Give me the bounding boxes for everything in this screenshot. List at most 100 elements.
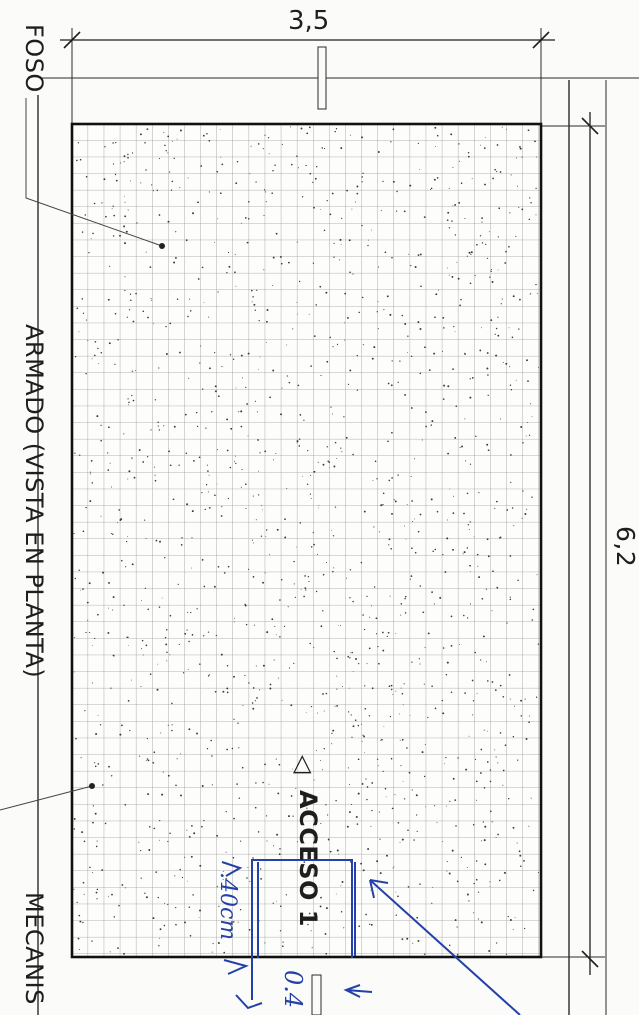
speckle [76, 159, 78, 162]
speckle [248, 201, 250, 203]
speckle [186, 880, 188, 882]
speckle [180, 753, 181, 755]
speckle [290, 704, 293, 707]
speckle [78, 948, 80, 951]
speckle [167, 903, 169, 906]
speckle [495, 756, 497, 758]
speckle [82, 921, 84, 924]
speckle [505, 250, 507, 253]
speckle [513, 705, 516, 707]
speckle [236, 160, 239, 163]
speckle [277, 677, 279, 679]
speckle [226, 272, 228, 274]
speckle [112, 609, 114, 611]
speckle [191, 825, 193, 827]
speckle [79, 454, 81, 456]
speckle [481, 221, 483, 223]
speckle [431, 591, 433, 593]
speckle [430, 498, 433, 501]
speckle [310, 365, 312, 367]
speckle [362, 734, 364, 736]
speckle [419, 169, 420, 171]
handwritten-offset: 0.4 [279, 970, 307, 1009]
speckle [265, 341, 267, 343]
speckle [513, 525, 515, 527]
speckle [332, 729, 335, 732]
speckle [368, 715, 371, 717]
speckle [468, 735, 470, 737]
speckle [504, 744, 507, 747]
speckle [144, 892, 146, 895]
length-tick-bottom [581, 950, 599, 968]
speckle [482, 821, 484, 823]
speckle [233, 817, 235, 820]
speckle [213, 585, 216, 588]
speckle [445, 673, 448, 676]
speckle [435, 293, 438, 296]
speckle [441, 699, 444, 702]
speckle [494, 168, 496, 171]
speckle [286, 488, 288, 489]
speckle [472, 700, 475, 702]
speckle [217, 395, 220, 398]
speckle [347, 767, 349, 769]
speckle [293, 560, 295, 563]
speckle [421, 751, 424, 754]
speckle [198, 917, 200, 918]
speckle [165, 643, 168, 646]
speckle [222, 870, 224, 872]
speckle [201, 785, 204, 787]
speckle [414, 266, 417, 268]
speckle [347, 383, 350, 386]
speckle [187, 177, 189, 179]
speckle [442, 712, 445, 715]
speckle [128, 309, 131, 311]
speckle [315, 873, 317, 875]
speckle [208, 506, 211, 509]
speckle [538, 366, 539, 368]
speckle [94, 340, 97, 343]
speckle [327, 460, 329, 462]
speckle [73, 817, 76, 820]
speckle [249, 880, 251, 882]
speckle [300, 127, 303, 130]
speckle [467, 152, 470, 154]
speckle [91, 644, 93, 646]
speckle [455, 405, 458, 408]
speckle [376, 311, 378, 313]
speckle [182, 672, 185, 674]
speckle [165, 325, 167, 328]
speckle [133, 476, 136, 479]
speckle [412, 942, 414, 944]
speckle [74, 452, 76, 454]
speckle [423, 775, 426, 778]
speckle [531, 416, 533, 418]
speckle [154, 474, 156, 476]
speckle [89, 866, 91, 869]
speckle [391, 477, 393, 479]
speckle [288, 261, 290, 264]
speckle [279, 255, 282, 258]
speckle [283, 625, 286, 628]
speckle [442, 840, 443, 842]
speckle [444, 571, 447, 573]
speckle [199, 663, 201, 665]
speckle [263, 214, 265, 216]
speckle [233, 460, 235, 462]
speckle [447, 452, 449, 455]
speckle [121, 724, 123, 727]
speckle [433, 178, 436, 181]
speckle [312, 531, 314, 534]
speckle [91, 682, 93, 684]
speckle [491, 610, 493, 612]
speckle [200, 345, 202, 347]
speckle [310, 546, 313, 548]
speckle [388, 685, 391, 687]
speckle [245, 386, 247, 389]
speckle [113, 655, 115, 657]
speckle [235, 462, 237, 465]
speckle [510, 174, 512, 176]
speckle [188, 377, 190, 379]
speckle [489, 881, 491, 883]
speckle [328, 461, 331, 464]
